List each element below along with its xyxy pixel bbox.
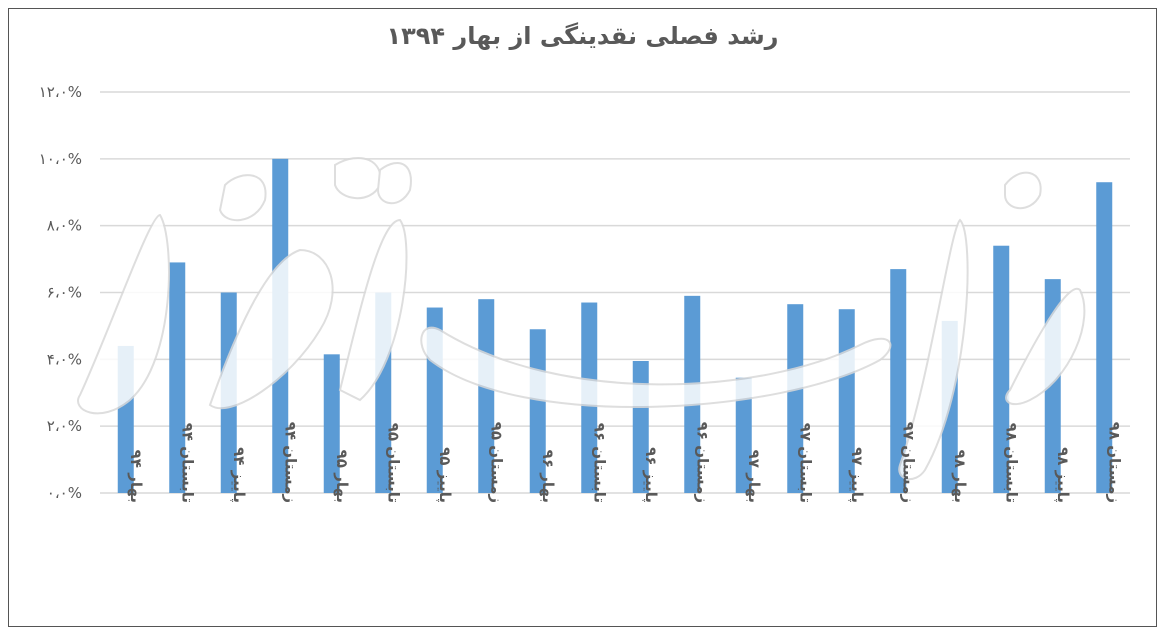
bar <box>169 262 186 493</box>
x-tick-label: پاییز ۹۷ <box>847 447 866 503</box>
y-tick-label: ۸،۰% <box>47 217 82 235</box>
y-tick-label: ۲،۰% <box>47 417 82 435</box>
x-tick-label: زمستان ۹۶ <box>693 422 711 503</box>
x-tick-label: بهار ۹۵ <box>333 450 351 503</box>
chart-title: رشد فصلی نقدینگی از بهار ۱۳۹۴ <box>386 22 779 50</box>
bar <box>993 245 1010 493</box>
x-tick-label: زمستان ۹۴ <box>281 422 299 503</box>
x-tick-label: تابستان ۹۸ <box>1002 423 1020 503</box>
x-tick-label: تابستان ۹۴ <box>178 423 196 503</box>
watermark-logo <box>77 156 1086 480</box>
bar <box>323 354 340 493</box>
y-axis-ticks: ۰،۰% ۲،۰% ۴،۰% ۶،۰% ۸،۰% ۱۰،۰% ۱۲،۰% <box>39 83 82 502</box>
x-tick-label: تابستان ۹۷ <box>796 423 814 503</box>
y-tick-label: ۴،۰% <box>47 350 82 368</box>
bar <box>787 304 804 493</box>
x-tick-label: پاییز ۹۵ <box>435 447 454 503</box>
x-tick-label: بهار ۹۷ <box>745 450 763 503</box>
x-tick-label: زمستان ۹۵ <box>487 422 505 503</box>
y-tick-label: ۰،۰% <box>47 484 82 502</box>
x-tick-label: پاییز ۹۴ <box>229 447 248 503</box>
bar <box>735 377 752 493</box>
x-tick-label: زمستان ۹۸ <box>1105 422 1123 503</box>
x-tick-label: زمستان ۹۷ <box>899 422 917 503</box>
x-tick-label: تابستان ۹۵ <box>384 423 402 503</box>
bar <box>1096 182 1113 493</box>
x-tick-label: بهار ۹۶ <box>539 450 557 503</box>
x-tick-label: بهار ۹۴ <box>127 450 145 503</box>
x-axis-labels: بهار ۹۴ تابستان ۹۴ پاییز ۹۴ زمستان ۹۴ بهار ۹… <box>127 422 1124 503</box>
bar <box>890 269 907 493</box>
x-tick-label: پاییز ۹۸ <box>1053 447 1072 503</box>
gridlines <box>100 91 1130 494</box>
y-tick-label: ۶،۰% <box>47 284 82 302</box>
bar <box>478 299 495 493</box>
x-tick-label: تابستان ۹۶ <box>590 423 608 503</box>
y-tick-label: ۱۲،۰% <box>39 83 82 101</box>
y-tick-label: ۱۰،۰% <box>39 150 82 168</box>
x-tick-label: پاییز ۹۶ <box>641 447 660 503</box>
x-tick-label: بهار ۹۸ <box>951 450 969 503</box>
